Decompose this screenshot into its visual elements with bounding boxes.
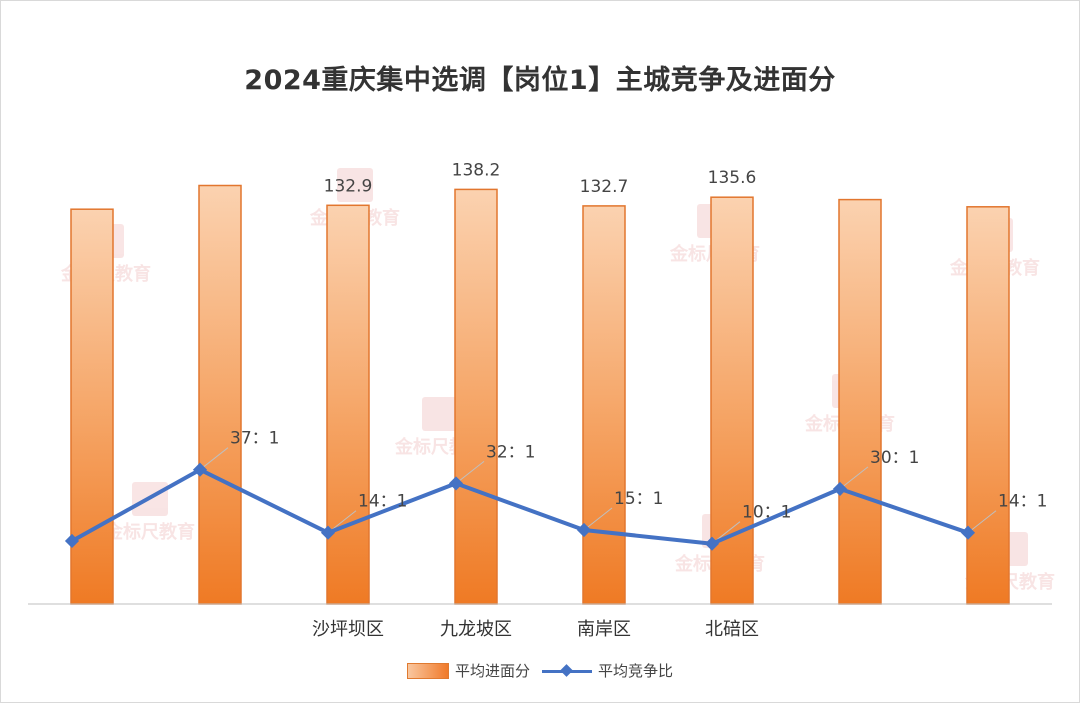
bar [582,205,626,605]
line-point-marker [960,525,976,540]
line-value-label: 37：1 [230,429,279,449]
watermark-icon [422,397,458,431]
bar [326,204,370,605]
label-leader-line [967,510,997,534]
line-points [64,462,976,551]
bar [198,184,242,605]
watermark-logo: 金标尺教育 [104,482,195,543]
line-value-label: 32：1 [486,442,535,462]
line-point-marker [576,522,592,538]
bar [70,208,114,605]
x-axis-category-label: 九龙坡区 [440,619,512,640]
x-axis-category-label: 沙坪坝区 [312,619,384,640]
line-point-marker [192,462,208,477]
line-value-label: 14：1 [358,492,407,512]
x-axis-category-label: 北碚区 [705,619,759,640]
legend-item-bar: 平均进面分 [406,660,530,681]
bar-value-label: 138.2 [452,160,501,180]
watermark-text: 金标尺教育 [104,521,195,543]
legend-bar-label: 平均进面分 [454,662,530,680]
bar [454,188,498,605]
x-axis-category-label: 南岸区 [577,619,631,640]
bar-value-label: 132.9 [324,176,373,196]
line-point-marker [320,525,336,540]
line-point-marker [448,476,464,491]
label-leader-line [583,507,613,531]
line-point-marker [64,533,80,549]
watermark-icon [337,168,373,202]
bar [966,206,1010,605]
x-axis-category-labels: 沙坪坝区 九龙坡区 南岸区 北碚区 [312,619,759,640]
line-value-label: 10：1 [742,503,791,523]
bar-value-label: 132.7 [580,177,629,197]
legend: 平均进面分 平均竞争比 [0,660,1080,681]
line-point-marker [832,481,848,496]
legend-bar-swatch [406,662,449,679]
competition-ratio-line [71,467,969,546]
line-value-label: 15：1 [614,489,663,509]
line-value-labels: 37：1 14：1 32：1 15：1 10：1 30：1 14：1 [230,429,1047,523]
bar-value-label: 135.6 [708,168,757,188]
line-point-marker [704,536,720,551]
label-leader-line [199,447,229,471]
bar-value-labels: 132.9 138.2 132.7 135.6 [324,160,757,197]
legend-item-line: 平均竞争比 [542,660,673,681]
bar [838,198,882,605]
label-leader-line [455,461,485,484]
legend-line-label: 平均竞争比 [598,662,674,680]
bar-series [70,184,1010,605]
line-value-label: 30：1 [870,448,919,468]
chart-title: 2024重庆集中选调【岗位1】主城竞争及进面分 [244,65,836,96]
label-leader-line [839,466,869,490]
legend-line-swatch [542,664,592,678]
line-value-label: 14：1 [998,492,1047,512]
